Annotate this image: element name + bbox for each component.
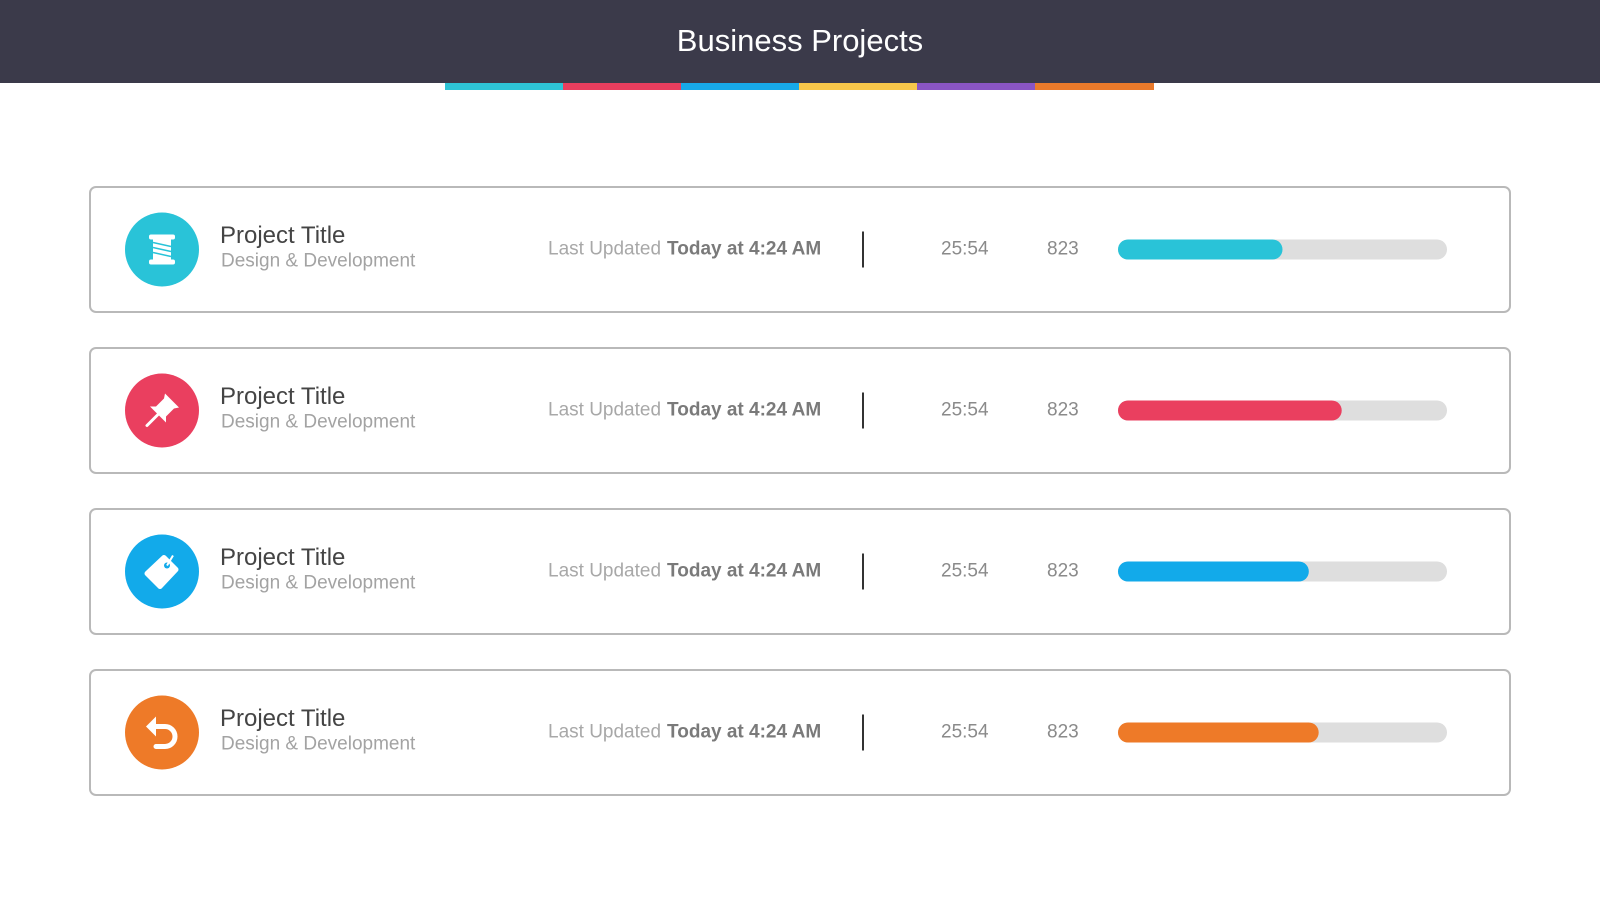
- row-card: [89, 669, 1511, 796]
- last-updated: Last Updated Today at 4:24 AM: [548, 239, 821, 260]
- icon-shape: [150, 393, 179, 423]
- count: 823: [1047, 561, 1079, 582]
- row-card: [89, 347, 1511, 474]
- project-title: Project Title: [220, 222, 345, 249]
- icon-circle: [125, 695, 199, 770]
- stripe: [445, 83, 563, 90]
- time: 25:54: [941, 400, 989, 421]
- updated-label: Last Updated: [548, 722, 661, 743]
- project-subtitle: Design & Development: [221, 412, 416, 433]
- icon-shape: [149, 234, 175, 240]
- count: 823: [1047, 239, 1079, 260]
- icon-shape: [152, 251, 172, 258]
- project-title: Project Title: [220, 705, 345, 732]
- header-bar: [0, 0, 1600, 83]
- project-subtitle: Design & Development: [221, 573, 416, 594]
- icon-shape: [146, 716, 156, 737]
- stripe: [1035, 83, 1154, 90]
- progress-fill: [1118, 722, 1319, 743]
- project-icon: [125, 373, 199, 448]
- project-subtitle: Design & Development: [221, 734, 416, 755]
- project-icon: [125, 212, 199, 287]
- color-stripe: [445, 83, 1154, 90]
- project-subtitle: Design & Development: [221, 251, 416, 272]
- stripe: [799, 83, 917, 90]
- updated-label: Last Updated: [548, 400, 661, 421]
- last-updated: Last Updated Today at 4:24 AM: [548, 400, 821, 421]
- icon-shape: [152, 246, 172, 253]
- icon-shape: [149, 724, 178, 749]
- updated-label: Last Updated: [548, 561, 661, 582]
- progress-fill: [1118, 400, 1342, 421]
- time: 25:54: [941, 239, 989, 260]
- updated-time: Today at 4:24 AM: [667, 722, 821, 743]
- project-title: Project Title: [220, 383, 345, 410]
- count: 823: [1047, 722, 1079, 743]
- progress-fill: [1118, 239, 1283, 260]
- row-card: [89, 186, 1511, 313]
- stripe: [563, 83, 681, 90]
- project-icon: [125, 534, 199, 609]
- icon-shape: [166, 554, 174, 567]
- project-title: Project Title: [220, 544, 345, 571]
- header-title: Business Projects: [677, 23, 923, 58]
- time: 25:54: [941, 722, 989, 743]
- icon-shape: [145, 413, 160, 427]
- stripe: [681, 83, 799, 90]
- last-updated: Last Updated Today at 4:24 AM: [548, 561, 821, 582]
- progress-fill: [1118, 561, 1309, 582]
- time: 25:54: [941, 561, 989, 582]
- icon-shape: [149, 259, 175, 265]
- count: 823: [1047, 400, 1079, 421]
- updated-time: Today at 4:24 AM: [667, 561, 821, 582]
- updated-time: Today at 4:24 AM: [667, 400, 821, 421]
- row-card: [89, 508, 1511, 635]
- icon-shape: [152, 241, 172, 248]
- project-icon: [125, 695, 199, 770]
- updated-time: Today at 4:24 AM: [667, 239, 821, 260]
- last-updated: Last Updated Today at 4:24 AM: [548, 722, 821, 743]
- stripe: [917, 83, 1035, 90]
- updated-label: Last Updated: [548, 239, 661, 260]
